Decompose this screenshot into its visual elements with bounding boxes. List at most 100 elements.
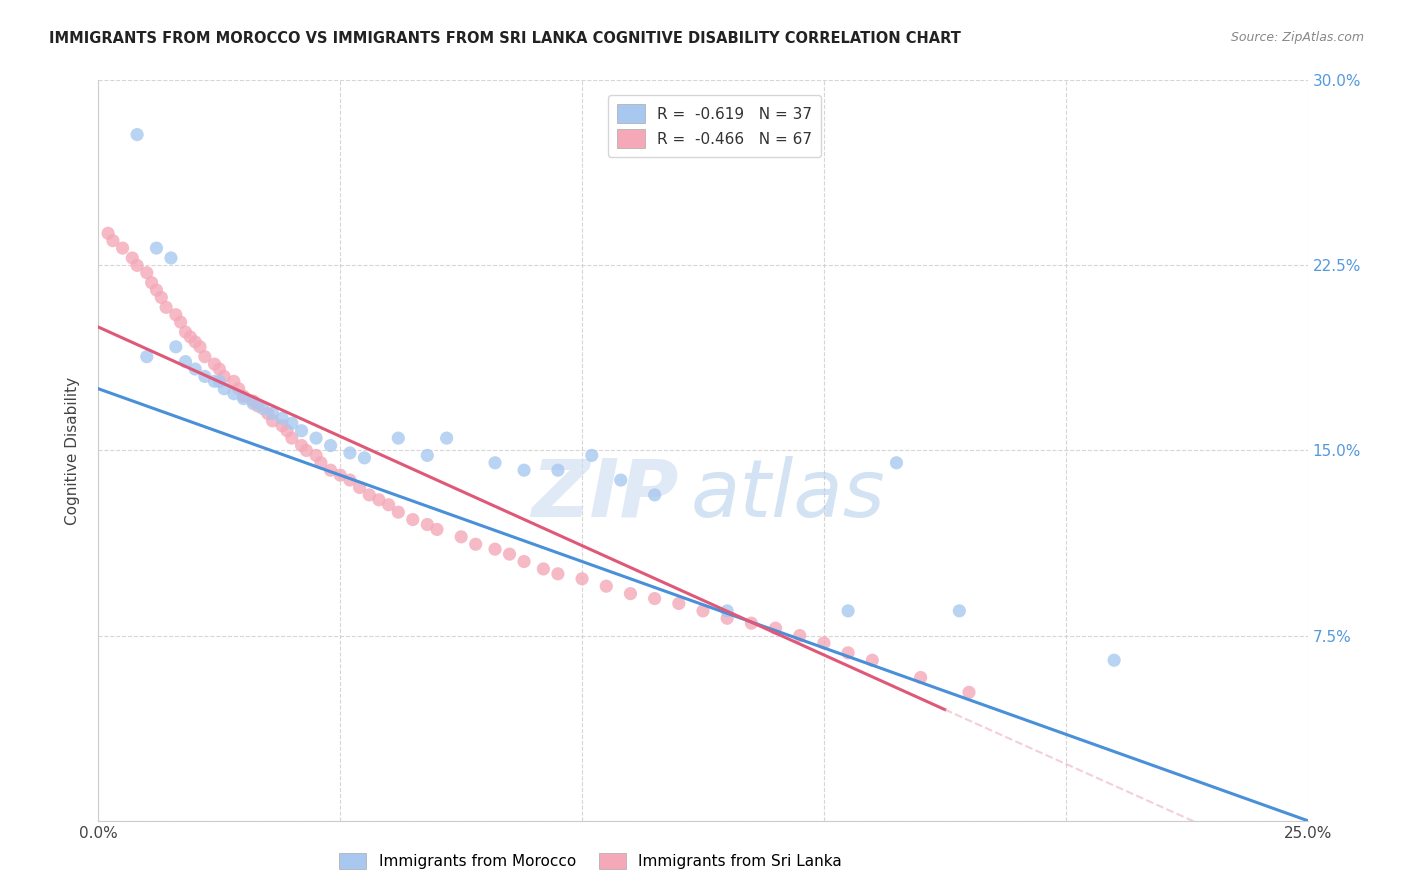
Text: IMMIGRANTS FROM MOROCCO VS IMMIGRANTS FROM SRI LANKA COGNITIVE DISABILITY CORREL: IMMIGRANTS FROM MOROCCO VS IMMIGRANTS FR…: [49, 31, 962, 46]
Point: [212, 382, 235, 396]
Text: atlas: atlas: [690, 456, 886, 534]
Point: [145, 241, 167, 255]
Point: [668, 597, 690, 611]
Point: [765, 621, 787, 635]
Point: [426, 523, 449, 537]
Point: [247, 399, 270, 413]
Point: [484, 542, 506, 557]
Point: [204, 357, 226, 371]
Point: [547, 566, 569, 581]
Point: [194, 350, 217, 364]
Point: [349, 480, 371, 494]
Legend: Immigrants from Morocco, Immigrants from Sri Lanka: Immigrants from Morocco, Immigrants from…: [333, 847, 848, 875]
Point: [281, 431, 304, 445]
Point: [222, 386, 245, 401]
Point: [165, 308, 187, 322]
Point: [1102, 653, 1125, 667]
Point: [141, 276, 163, 290]
Point: [309, 456, 332, 470]
Point: [271, 418, 294, 433]
Point: [271, 411, 294, 425]
Point: [135, 350, 157, 364]
Point: [886, 456, 908, 470]
Y-axis label: Cognitive Disability: Cognitive Disability: [65, 376, 80, 524]
Point: [610, 473, 633, 487]
Point: [416, 517, 439, 532]
Point: [242, 396, 264, 410]
Point: [547, 463, 569, 477]
Text: ZIP: ZIP: [531, 456, 679, 534]
Point: [353, 450, 375, 465]
Point: [464, 537, 486, 551]
Point: [232, 389, 254, 403]
Point: [165, 340, 187, 354]
Point: [716, 611, 738, 625]
Point: [305, 431, 328, 445]
Legend: R =  -0.619   N = 37, R =  -0.466   N = 67: R = -0.619 N = 37, R = -0.466 N = 67: [607, 95, 821, 157]
Point: [368, 492, 391, 507]
Point: [111, 241, 134, 255]
Point: [387, 505, 409, 519]
Point: [228, 382, 250, 396]
Text: Source: ZipAtlas.com: Source: ZipAtlas.com: [1230, 31, 1364, 45]
Point: [252, 401, 274, 416]
Point: [121, 251, 143, 265]
Point: [212, 369, 235, 384]
Point: [860, 653, 883, 667]
Point: [222, 375, 245, 389]
Point: [910, 671, 932, 685]
Point: [145, 283, 167, 297]
Point: [262, 414, 284, 428]
Point: [948, 604, 970, 618]
Point: [619, 586, 641, 600]
Point: [581, 449, 603, 463]
Point: [339, 473, 361, 487]
Point: [402, 512, 425, 526]
Point: [450, 530, 472, 544]
Point: [242, 394, 264, 409]
Point: [484, 456, 506, 470]
Point: [319, 438, 342, 452]
Point: [184, 362, 207, 376]
Point: [281, 417, 304, 431]
Point: [957, 685, 980, 699]
Point: [101, 234, 124, 248]
Point: [740, 616, 762, 631]
Point: [359, 488, 381, 502]
Point: [329, 468, 352, 483]
Point: [155, 301, 177, 315]
Point: [644, 591, 666, 606]
Point: [127, 258, 149, 272]
Point: [416, 449, 439, 463]
Point: [179, 330, 201, 344]
Point: [204, 375, 226, 389]
Point: [262, 407, 284, 421]
Point: [644, 488, 666, 502]
Point: [184, 334, 207, 349]
Point: [305, 449, 328, 463]
Point: [436, 431, 458, 445]
Point: [188, 340, 211, 354]
Point: [194, 369, 217, 384]
Point: [127, 128, 149, 142]
Point: [377, 498, 399, 512]
Point: [837, 646, 859, 660]
Point: [319, 463, 342, 477]
Point: [174, 325, 197, 339]
Point: [789, 628, 811, 642]
Point: [256, 407, 278, 421]
Point: [232, 392, 254, 406]
Point: [150, 290, 173, 304]
Point: [813, 636, 835, 650]
Point: [692, 604, 714, 618]
Point: [174, 354, 197, 368]
Point: [595, 579, 617, 593]
Point: [276, 424, 298, 438]
Point: [498, 547, 520, 561]
Point: [513, 555, 536, 569]
Point: [513, 463, 536, 477]
Point: [531, 562, 554, 576]
Point: [169, 315, 191, 329]
Point: [387, 431, 409, 445]
Point: [290, 424, 312, 438]
